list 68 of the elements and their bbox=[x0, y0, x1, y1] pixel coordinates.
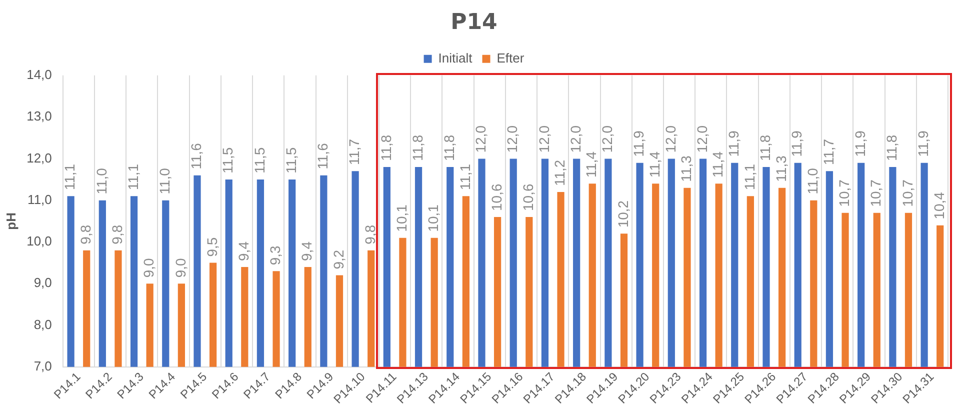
data-label: 11,5 bbox=[282, 147, 299, 174]
data-label: 11,4 bbox=[710, 151, 726, 178]
data-label: 11,8 bbox=[409, 134, 426, 162]
data-label: 11,6 bbox=[314, 142, 331, 170]
y-tick-label: 10,0 bbox=[26, 234, 52, 249]
data-label: 11,9 bbox=[915, 130, 932, 157]
data-label: 10,1 bbox=[425, 204, 442, 232]
y-tick-label: 8,0 bbox=[34, 316, 52, 332]
data-label: 9,4 bbox=[298, 241, 315, 261]
data-label: 10,4 bbox=[930, 192, 947, 220]
chart-title: P14 bbox=[450, 10, 498, 35]
data-label: 12,0 bbox=[536, 125, 552, 153]
data-label: 11,3 bbox=[772, 155, 789, 182]
data-label: 11,7 bbox=[820, 138, 836, 166]
data-label: 12,0 bbox=[599, 125, 616, 153]
data-label: 11,4 bbox=[583, 151, 600, 178]
y-axis-title: pH bbox=[3, 212, 18, 230]
data-label: 11,5 bbox=[251, 147, 268, 174]
data-label: 10,6 bbox=[520, 184, 536, 211]
data-label: 12,0 bbox=[504, 125, 520, 153]
y-tick-label: 7,0 bbox=[34, 358, 52, 374]
data-label: 10,7 bbox=[868, 179, 884, 207]
data-label: 10,6 bbox=[488, 184, 504, 211]
data-label: 11,1 bbox=[456, 164, 473, 190]
data-label: 11,5 bbox=[220, 147, 236, 174]
data-label: 11,0 bbox=[93, 168, 110, 194]
data-label: 10,2 bbox=[614, 200, 631, 228]
data-label: 9,4 bbox=[236, 241, 252, 261]
data-label: 11,0 bbox=[804, 168, 821, 194]
data-label: 11,8 bbox=[884, 134, 900, 162]
y-tick-label: 13,0 bbox=[26, 108, 52, 124]
data-label: 10,7 bbox=[899, 179, 916, 207]
data-label: 12,0 bbox=[472, 125, 489, 153]
data-label: 9,8 bbox=[109, 224, 126, 244]
data-label: 9,8 bbox=[77, 224, 94, 244]
legend-label: Efter bbox=[496, 50, 525, 66]
data-label: 11,1 bbox=[62, 164, 78, 190]
data-label: 11,2 bbox=[552, 160, 568, 186]
data-label: 9,3 bbox=[267, 245, 284, 266]
data-label: 10,7 bbox=[836, 179, 852, 207]
data-label: 9,2 bbox=[330, 250, 346, 270]
data-label: 12,0 bbox=[662, 125, 678, 153]
data-label: 11,8 bbox=[378, 134, 394, 162]
data-label: 11,7 bbox=[346, 138, 362, 166]
data-label: 11,6 bbox=[188, 142, 204, 170]
y-tick-label: 14,0 bbox=[26, 66, 52, 82]
data-label: 12,0 bbox=[694, 125, 710, 153]
legend-label: Initialt bbox=[438, 50, 473, 66]
data-label: 11,4 bbox=[646, 151, 662, 178]
y-tick-label: 9,0 bbox=[34, 275, 52, 290]
y-tick-label: 12,0 bbox=[26, 150, 52, 166]
data-label: 11,9 bbox=[630, 130, 647, 157]
data-label: 9,8 bbox=[362, 224, 378, 244]
data-label: 9,5 bbox=[204, 237, 220, 257]
data-label: 10,1 bbox=[394, 204, 410, 232]
data-label: 11,9 bbox=[725, 130, 742, 157]
data-label: 9,0 bbox=[140, 258, 157, 278]
data-label: 11,3 bbox=[678, 155, 694, 182]
data-label: 11,9 bbox=[852, 130, 868, 157]
data-label: 9,0 bbox=[172, 258, 188, 278]
data-label: 12,0 bbox=[567, 125, 584, 153]
data-label: 11,1 bbox=[124, 164, 141, 190]
y-tick-label: 11,0 bbox=[28, 192, 52, 207]
data-label: 11,8 bbox=[757, 134, 774, 162]
data-label: 11,1 bbox=[741, 164, 758, 190]
data-label: 11,8 bbox=[440, 134, 457, 162]
data-label: 11,9 bbox=[788, 130, 805, 157]
data-label: 11,0 bbox=[156, 168, 172, 194]
